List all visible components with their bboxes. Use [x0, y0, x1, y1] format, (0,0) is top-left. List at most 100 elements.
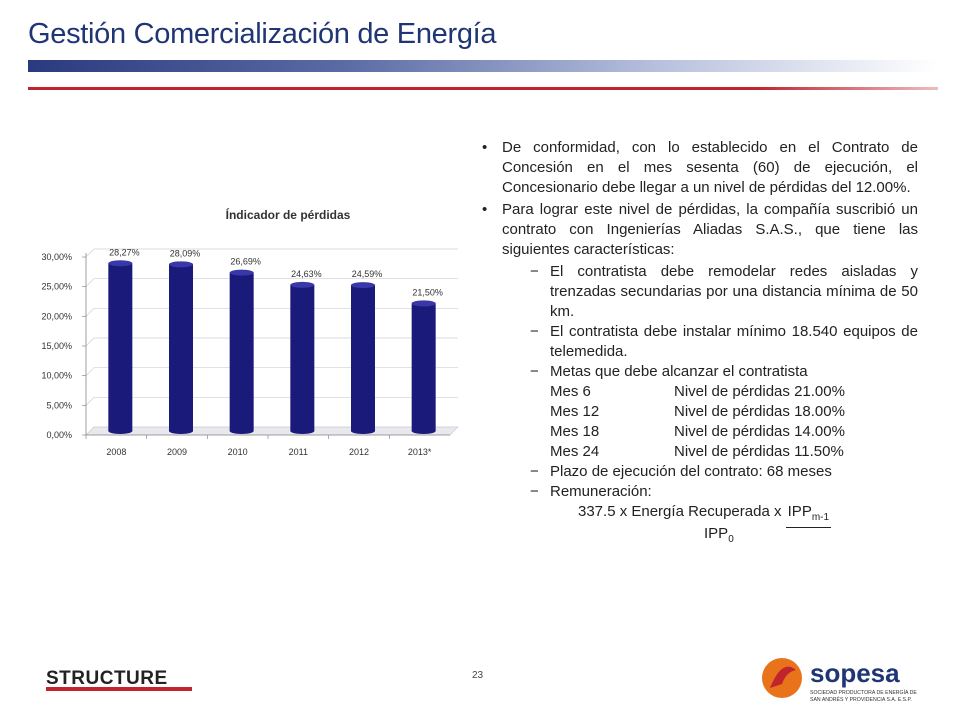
meta-month: Mes 6: [550, 383, 591, 400]
sub-item-plazo: − Plazo de ejecución del contrato: 68 me…: [478, 462, 918, 482]
sub-item-telemedida: − El contratista debe instalar mínimo 18…: [478, 322, 918, 362]
meta-row: Mes 12 Nivel de pérdidas 18.00%: [478, 402, 918, 422]
meta-level: Nivel de pérdidas 18.00%: [674, 403, 845, 420]
formula-den-text: IPP: [704, 525, 729, 542]
bar-top: [290, 281, 315, 288]
bar-top: [411, 300, 436, 307]
chart-gridline: [85, 278, 458, 287]
bullet-text: Para lograr este nivel de pérdidas, la c…: [502, 201, 918, 258]
formula-denominator: IPP0: [478, 524, 918, 546]
dash: −: [530, 263, 539, 280]
formula-den-sub: 0: [728, 534, 734, 545]
sub-item-text: Metas que debe alcanzar el contratista: [550, 363, 808, 380]
sub-item-text: Plazo de ejecución del contrato: 68 mese…: [550, 463, 832, 480]
formula-num-text: IPP: [787, 503, 812, 520]
meta-level: Nivel de pérdidas 11.50%: [674, 443, 844, 460]
chart-gridline: [85, 337, 458, 347]
sopesa-logo: sopesa SOCIEDAD PRODUCTORA DE ENERGÍA DE…: [762, 658, 917, 703]
data-label: 28,09%: [170, 248, 201, 258]
dash: −: [530, 463, 539, 480]
chart-gridline: [85, 426, 458, 436]
x-tick-label: 2013*: [408, 447, 432, 457]
sub-item-redes: − El contratista debe remodelar redes ai…: [478, 262, 918, 322]
y-tick-label: 0,00%: [46, 430, 72, 440]
losses-chart: Índicador de pérdidas 0,00% 5,00% 10,00% 15,…: [30, 195, 470, 470]
bar-base: [411, 428, 436, 434]
bar-base: [290, 428, 315, 434]
bullet-text: De conformidad, con lo establecido en el…: [502, 139, 918, 196]
chart-gridline: [85, 367, 458, 376]
meta-level: Nivel de pérdidas 14.00%: [674, 423, 845, 440]
sopesa-logo-text: sopesa: [810, 658, 900, 688]
bar-top: [351, 282, 375, 289]
slide-title: Gestión Comercialización de Energía: [28, 18, 497, 50]
y-tick-label: 25,00%: [41, 282, 72, 292]
formula-prefix: 337.5 x Energía Recuperada x: [578, 503, 782, 520]
x-tick-label: 2008: [106, 447, 126, 457]
y-tick-label: 20,00%: [41, 311, 72, 321]
chart-title: Índicador de pérdidas: [226, 207, 351, 222]
bar-top: [229, 269, 254, 276]
bar-base: [229, 428, 254, 434]
meta-row: Mes 6 Nivel de pérdidas 21.00%: [478, 382, 918, 402]
sub-item-metas: − Metas que debe alcanzar el contratista: [478, 362, 918, 382]
y-tick-label: 30,00%: [41, 252, 72, 262]
formula-num-sub: m-1: [811, 512, 830, 523]
structure-logo-text: STRUCTURE: [46, 668, 168, 689]
y-tick-label: 5,00%: [46, 400, 72, 410]
bar-body: [411, 303, 436, 431]
bullet-dot: •: [482, 201, 488, 218]
meta-month: Mes 18: [550, 423, 600, 440]
y-tick-label: 10,00%: [41, 371, 72, 381]
bar-base: [108, 428, 133, 434]
bar-body: [108, 263, 133, 431]
title-band: [28, 60, 938, 72]
formula-numerator: IPPm-1: [785, 503, 832, 528]
y-tick-label: 15,00%: [41, 341, 72, 351]
bar-body: [169, 264, 193, 431]
sub-item-text: El contratista debe instalar mínimo 18.5…: [550, 323, 918, 360]
bar-body: [290, 284, 315, 431]
data-label: 24,63%: [291, 269, 322, 279]
bar-body: [351, 285, 375, 431]
x-tick-label: 2011: [289, 447, 308, 457]
bar-top: [108, 260, 133, 267]
chart-gridline: [85, 396, 458, 406]
meta-row: Mes 24 Nivel de pérdidas 11.50%: [478, 442, 918, 462]
x-tick-label: 2010: [228, 447, 248, 457]
formula-numerator-line: 337.5 x Energía Recuperada x IPPm-1: [478, 502, 918, 528]
body-text: • De conformidad, con lo establecido en …: [478, 138, 918, 546]
title-redline: [28, 87, 938, 90]
page-number: 23: [472, 670, 484, 681]
sopesa-subtitle-1: SOCIEDAD PRODUCTORA DE ENERGÍA DE: [810, 689, 917, 696]
bar-top: [169, 261, 193, 268]
data-label: 21,50%: [412, 287, 443, 297]
sub-item-text: El contratista debe remodelar redes aisl…: [550, 263, 918, 320]
bar-body: [229, 272, 254, 431]
meta-month: Mes 24: [550, 443, 600, 460]
dash: −: [530, 323, 539, 340]
x-tick-label: 2012: [349, 447, 369, 457]
meta-row: Mes 18 Nivel de pérdidas 14.00%: [478, 422, 918, 442]
bar-base: [169, 428, 193, 434]
structure-logo: STRUCTURE: [46, 668, 192, 691]
meta-level: Nivel de pérdidas 21.00%: [674, 383, 845, 400]
structure-logo-bar: [46, 687, 192, 691]
sub-item-remuneracion: − Remuneración:: [478, 482, 918, 502]
losses-chart-svg: Índicador de pérdidas 0,00% 5,00% 10,00% 15,…: [41, 207, 459, 457]
dash: −: [530, 483, 539, 500]
sub-item-text: Remuneración:: [550, 483, 652, 500]
chart-floor: [85, 426, 459, 436]
sopesa-subtitle-2: SAN ANDRÉS Y PROVIDENCIA S.A. E.S.P.: [810, 696, 912, 703]
chart-gridline: [85, 307, 458, 317]
sopesa-flame-icon: [770, 666, 796, 688]
bar-base: [351, 428, 375, 434]
data-label: 24,59%: [352, 269, 383, 279]
dash: −: [530, 363, 539, 380]
data-label: 28,27%: [109, 247, 140, 257]
x-tick-label: 2009: [167, 447, 187, 457]
chart-gridline: [85, 248, 458, 258]
data-label: 26,69%: [230, 257, 261, 267]
meta-month: Mes 12: [550, 403, 600, 420]
bullet-contract-target: • De conformidad, con lo establecido en …: [478, 138, 918, 198]
